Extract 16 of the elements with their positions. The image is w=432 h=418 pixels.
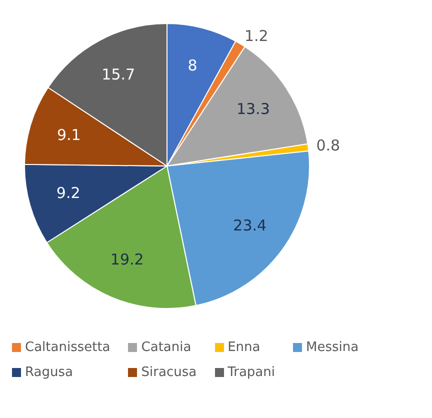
data-label: 1.2 [244,26,268,45]
data-label: 9.1 [56,126,81,144]
data-label: 23.4 [233,216,267,234]
legend-label: Caltanissetta [25,340,110,355]
legend-label: Siracusa [141,365,197,380]
legend-label: Trapani [228,365,276,380]
legend-label: Catania [141,340,192,355]
data-label: 8 [188,56,198,75]
data-label: 15.7 [102,66,136,84]
data-label: 0.8 [316,136,340,154]
legend-label: Enna [228,340,260,355]
legend-label: Ragusa [25,365,73,380]
data-label: 9.2 [56,184,80,202]
data-label: 19.2 [110,250,144,268]
data-label: 13.3 [236,100,270,118]
legend-label: Messina [306,340,359,355]
